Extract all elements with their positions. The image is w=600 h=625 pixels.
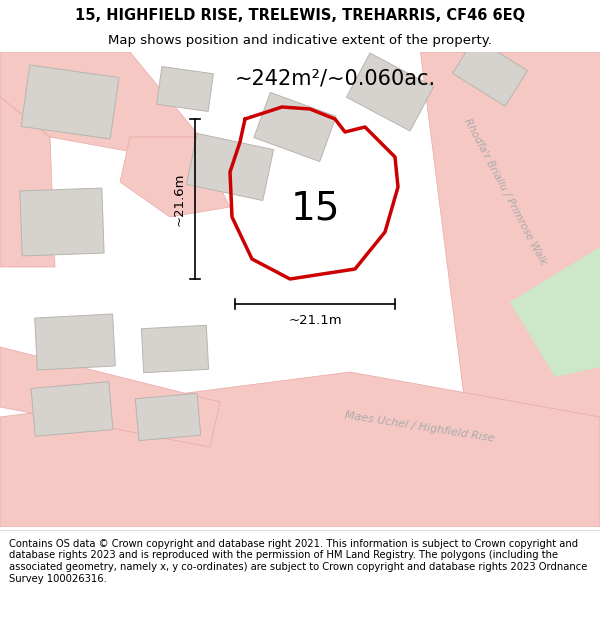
Polygon shape	[0, 52, 200, 157]
Text: ~21.1m: ~21.1m	[288, 314, 342, 328]
Text: Rhodfa'r Briallu / Primrose Walk: Rhodfa'r Briallu / Primrose Walk	[462, 117, 548, 267]
Polygon shape	[20, 188, 104, 256]
Polygon shape	[0, 347, 220, 447]
Polygon shape	[346, 53, 434, 131]
Polygon shape	[0, 372, 600, 527]
Text: ~242m²/~0.060ac.: ~242m²/~0.060ac.	[235, 69, 436, 89]
Text: Contains OS data © Crown copyright and database right 2021. This information is : Contains OS data © Crown copyright and d…	[9, 539, 587, 584]
Polygon shape	[0, 97, 55, 267]
Polygon shape	[452, 38, 527, 106]
Polygon shape	[142, 326, 209, 372]
Text: 15, HIGHFIELD RISE, TRELEWIS, TREHARRIS, CF46 6EQ: 15, HIGHFIELD RISE, TRELEWIS, TREHARRIS,…	[75, 8, 525, 23]
Polygon shape	[420, 52, 600, 527]
Polygon shape	[35, 314, 115, 370]
Polygon shape	[157, 67, 214, 111]
Text: Map shows position and indicative extent of the property.: Map shows position and indicative extent…	[108, 34, 492, 47]
Polygon shape	[21, 65, 119, 139]
Text: Maes Uchel / Highfield Rise: Maes Uchel / Highfield Rise	[344, 410, 496, 444]
Polygon shape	[31, 382, 113, 436]
Polygon shape	[510, 247, 600, 377]
Text: ~21.6m: ~21.6m	[173, 173, 185, 226]
Text: 15: 15	[290, 190, 340, 228]
Polygon shape	[120, 137, 230, 217]
Polygon shape	[254, 92, 336, 161]
Polygon shape	[135, 393, 201, 441]
Polygon shape	[187, 134, 274, 201]
